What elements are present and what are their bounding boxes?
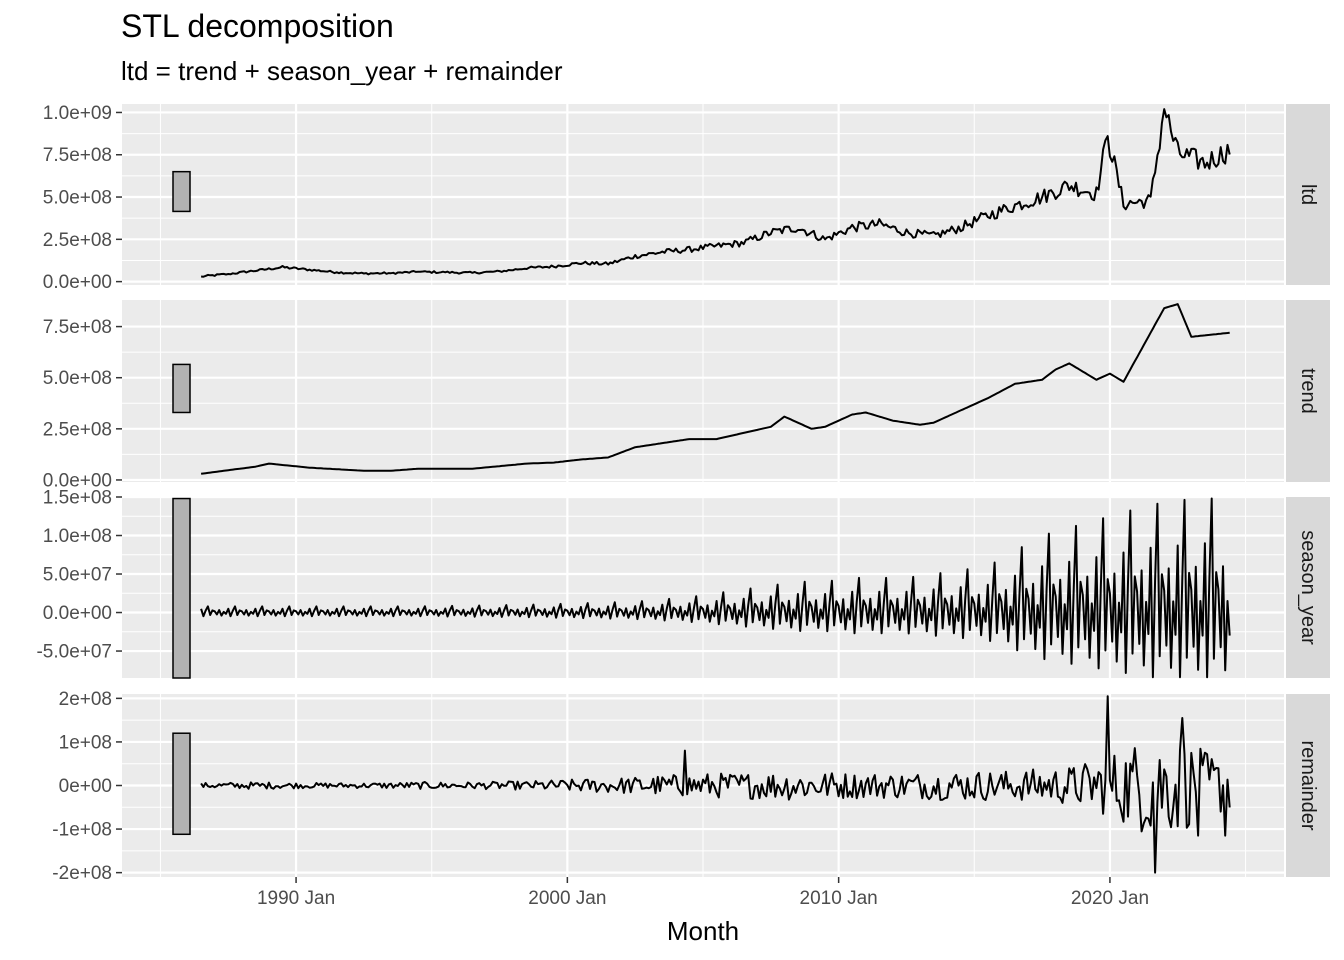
y-tick-label: 1.5e+08: [43, 488, 112, 509]
facet-strip-label: trend: [1297, 368, 1319, 414]
y-tick-label: -2e+08: [52, 863, 112, 884]
panel-remainder: -2e+08 -1e+08 0e+00 1e+08 2e+08 remainder: [52, 689, 1330, 884]
y-tick-label: 0.0e+00: [43, 272, 112, 293]
y-tick-label: 5.0e+07: [43, 565, 112, 586]
y-tick-label: 1e+08: [59, 732, 112, 753]
facet-strip-label: ltd: [1297, 184, 1319, 205]
x-tick-label: 1990 Jan: [257, 888, 335, 909]
scale-bar: [172, 170, 191, 213]
y-tick-label: 2.5e+08: [43, 419, 112, 440]
series-line-season_year: [200, 497, 1231, 679]
y-tick-label: 2.5e+08: [43, 230, 112, 251]
series-line-trend: [200, 303, 1230, 475]
facet-strip: [1286, 497, 1330, 678]
scale-bar: [172, 732, 191, 836]
y-tick-label: -1e+08: [52, 820, 112, 841]
y-tick-label: 0e+00: [59, 776, 112, 797]
y-tick-label: 1.0e+08: [43, 526, 112, 547]
scale-bar: [172, 363, 191, 414]
x-tick-label: 2020 Jan: [1071, 888, 1149, 909]
panel-season_year: -5.0e+07 0.0e+00 5.0e+07 1.0e+08 1.5e+08 seas…: [36, 488, 1330, 679]
series-line-ltd: [201, 108, 1231, 278]
y-tick-label: 2e+08: [59, 689, 112, 710]
scale-bar: [172, 497, 191, 679]
y-tick-label: 7.5e+08: [43, 145, 112, 166]
series-line-remainder: [200, 695, 1231, 874]
y-tick-label: 0.0e+00: [43, 603, 112, 624]
x-tick-label: 2000 Jan: [528, 888, 606, 909]
y-tick-label: 5.0e+08: [43, 368, 112, 389]
facet-strip: [1286, 300, 1330, 482]
facet-strip-label: remainder: [1297, 740, 1319, 830]
y-tick-label: 7.5e+08: [43, 317, 112, 338]
chart-title: STL decomposition: [121, 8, 394, 44]
facet-strip: [1286, 104, 1330, 285]
x-axis-title: Month: [667, 916, 739, 946]
chart-subtitle: ltd = trend + season_year + remainder: [121, 56, 563, 86]
y-tick-label: 5.0e+08: [43, 188, 112, 209]
y-tick-label: 1.0e+09: [43, 103, 112, 124]
facet-strip-label: season_year: [1297, 530, 1319, 645]
facet-strip: [1286, 694, 1330, 877]
y-tick-label: 0.0e+00: [43, 470, 112, 491]
y-tick-label: -5.0e+07: [36, 642, 112, 663]
panel-ltd: 0.0e+00 2.5e+08 5.0e+08 7.5e+08 1.0e+09 ltd: [43, 103, 1330, 293]
panel-trend: 0.0e+00 2.5e+08 5.0e+08 7.5e+08 trend: [43, 300, 1330, 491]
x-tick-label: 2010 Jan: [800, 888, 878, 909]
